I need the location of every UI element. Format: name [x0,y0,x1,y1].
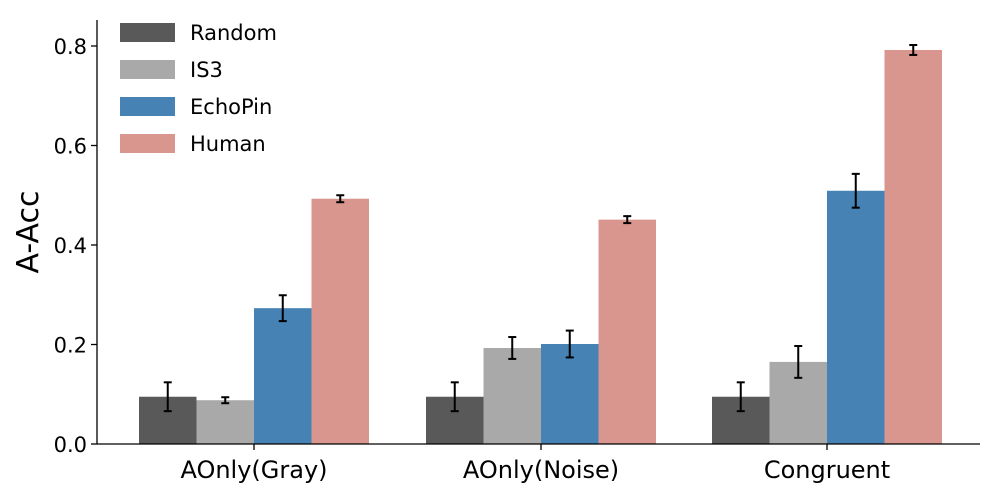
y-tick-label: 0.2 [54,334,87,358]
bar-echopin-1 [254,308,312,444]
bars-layer [139,49,942,444]
legend-swatch [120,134,175,153]
y-tick-label: 0.4 [54,234,87,258]
x-category-label: Congruent [764,456,890,484]
legend-item-echopin: EchoPin [120,95,272,119]
error-bar-random-1 [163,381,172,413]
bar-human-3 [884,49,942,444]
error-bar-human-1 [336,194,345,204]
error-bar-random-3 [736,381,745,413]
legend-item-human: Human [120,132,266,156]
y-axis-title: A-Acc [11,190,46,273]
legend-item-random: Random [120,21,277,45]
bar-is3-2 [483,347,541,444]
bar-human-2 [598,219,656,444]
axes-layer: 0.0 0.2 0.4 0.6 0.8 AOnly(Gray) AOnly(Noise) Co… [54,20,980,484]
y-tick-label: 0.0 [54,433,87,457]
legend-label: EchoPin [190,95,272,119]
legend-label: Human [190,132,266,156]
legend-item-is3: IS3 [120,58,223,82]
error-bar-random-2 [450,381,459,413]
legend-label: Random [190,21,277,45]
error-bar-human-2 [623,215,632,225]
error-bars-layer [163,44,918,413]
error-bar-is3-2 [508,336,517,360]
error-bar-human-3 [909,44,918,56]
error-bar-echopin-1 [278,294,287,323]
bar-echopin-2 [541,344,599,444]
x-category-label: AOnly(Noise) [463,456,619,484]
y-tick-label: 0.6 [54,135,87,159]
legend-label: IS3 [190,58,223,82]
error-bar-is3-1 [221,396,230,405]
bar-human-1 [311,198,369,444]
legend: Random IS3 EchoPin Human [120,21,277,156]
legend-swatch [120,23,175,42]
error-bar-echopin-2 [565,329,574,359]
error-bar-is3-3 [794,344,803,379]
y-tick-label: 0.8 [54,35,87,59]
bar-is3-1 [196,400,254,444]
legend-swatch [120,60,175,79]
legend-swatch [120,97,175,116]
bar-echopin-3 [827,190,885,444]
x-category-label: AOnly(Gray) [180,456,327,484]
error-bar-echopin-3 [851,172,860,209]
